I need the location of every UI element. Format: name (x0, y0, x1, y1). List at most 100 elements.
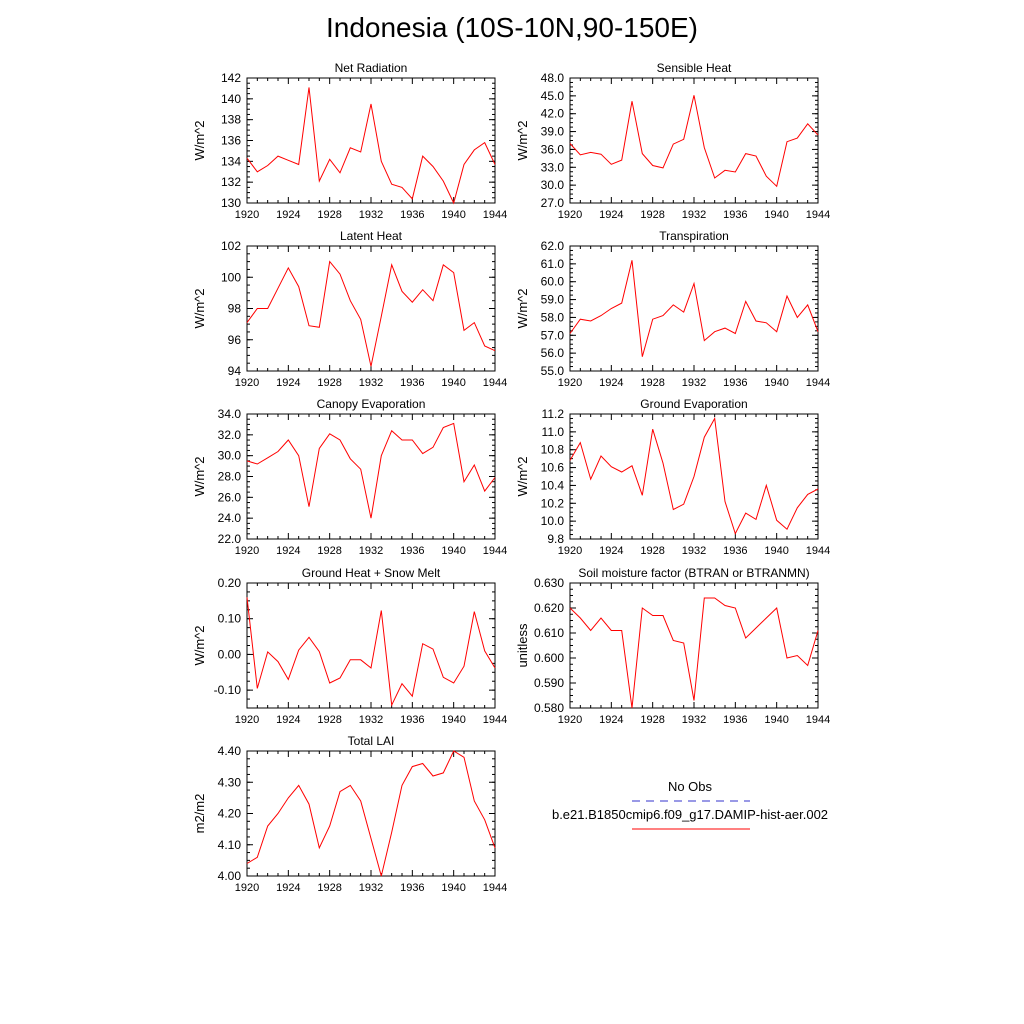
panel-3-y-axis-label: W/m^2 (192, 288, 207, 328)
panel-4-y-tick-label: 58.0 (541, 310, 565, 324)
panel-4-y-tick-label: 62.0 (541, 239, 565, 253)
panel-8-x-tick-label: 1920 (558, 714, 582, 726)
panel-6-y-tick-label: 10.8 (541, 443, 565, 457)
legend-obs-label: No Obs (667, 779, 713, 794)
panel-5-x-tick-label: 1940 (441, 545, 465, 557)
panel-4-y-tick-label: 61.0 (541, 257, 565, 271)
panel-4-y-tick-label: 59.0 (541, 293, 565, 307)
figure-title: Indonesia (10S-10N,90-150E) (325, 12, 698, 43)
panel-5-y-tick-label: 34.0 (218, 407, 242, 421)
panel-1-y-tick-label: 136 (221, 134, 241, 148)
panel-2-x-tick-label: 1944 (806, 209, 830, 221)
panel-6-series-line (569, 416, 819, 535)
panel-4-x-tick-label: 1936 (723, 377, 747, 389)
panel-2-y-tick-label: 42.0 (541, 107, 565, 121)
panel-6-y-tick-label: 10.0 (541, 514, 565, 528)
panel-4-y-tick-label: 57.0 (541, 328, 565, 342)
panel-9-x-tick-label: 1940 (441, 882, 465, 894)
panel-7-plot-frame (246, 582, 496, 709)
panel-1-y-tick-label: 132 (221, 175, 241, 189)
panel-1-y-tick-label: 140 (221, 92, 241, 106)
panel-9-y-tick-label: 4.40 (218, 744, 242, 758)
panel-6-x-tick-label: 1940 (764, 545, 788, 557)
panel-7-y-tick-label: 0.20 (218, 576, 242, 590)
panel-1-x-tick-label: 1944 (483, 209, 507, 221)
panel-2-series-line (569, 95, 819, 188)
panel-3-x-tick-label: 1924 (276, 377, 300, 389)
panel-4-y-axis-label: W/m^2 (515, 288, 530, 328)
panel-7-y-tick-label: -0.10 (214, 683, 242, 697)
panel-7-y-axis-label: W/m^2 (192, 625, 207, 665)
panel-3-y-tick-label: 94 (228, 364, 242, 378)
panel-7-x-tick-label: 1920 (235, 714, 259, 726)
panel-9-series-line (246, 750, 496, 877)
panel-9-y-tick-label: 4.30 (218, 775, 242, 789)
panel-1-y-tick-label: 138 (221, 113, 241, 127)
panel-3-y-tick-label: 96 (228, 333, 242, 347)
panel-5-x-tick-label: 1924 (276, 545, 300, 557)
panel-3-plot-frame (246, 245, 496, 372)
panel-5-y-tick-label: 30.0 (218, 449, 242, 463)
panel-6-y-tick-label: 10.4 (541, 478, 565, 492)
panel-7-series-line (246, 597, 496, 707)
panel-5-y-tick-label: 22.0 (218, 532, 242, 546)
panel-8-x-tick-label: 1940 (764, 714, 788, 726)
panel-8-y-tick-label: 0.600 (534, 651, 564, 665)
panel-3-x-tick-label: 1920 (235, 377, 259, 389)
panel-5-y-tick-label: 32.0 (218, 428, 242, 442)
panel-2-x-tick-label: 1932 (682, 209, 706, 221)
panel-3-y-tick-label: 98 (228, 302, 242, 316)
panel-3-y-tick-label: 100 (221, 270, 241, 284)
panel-8-series-line (569, 597, 819, 709)
panel-3-x-tick-label: 1940 (441, 377, 465, 389)
panel-6-y-tick-label: 11.2 (542, 407, 565, 421)
panel-6-y-tick-label: 9.8 (547, 532, 564, 546)
panel-1-y-tick-label: 142 (221, 71, 241, 85)
panel-4-x-tick-label: 1940 (764, 377, 788, 389)
panel-8-x-tick-label: 1932 (682, 714, 706, 726)
panel-5-title: Canopy Evaporation (317, 397, 426, 411)
panel-6-y-axis-label: W/m^2 (515, 456, 530, 496)
panel-2-y-tick-label: 36.0 (541, 142, 565, 156)
panel-2-y-tick-label: 27.0 (541, 196, 565, 210)
panel-6-title: Ground Evaporation (640, 397, 747, 411)
panel-6-x-tick-label: 1928 (640, 545, 664, 557)
panel-4-series-line (569, 260, 819, 357)
panel-7-x-tick-label: 1936 (400, 714, 424, 726)
panel-5-plot-frame (246, 413, 496, 540)
panel-2-y-tick-label: 48.0 (541, 71, 565, 85)
panel-8-y-tick-label: 0.620 (534, 601, 564, 615)
panel-1-x-tick-label: 1936 (400, 209, 424, 221)
panel-3-x-tick-label: 1944 (483, 377, 507, 389)
panel-8-y-tick-label: 0.610 (534, 626, 564, 640)
panel-9-x-tick-label: 1936 (400, 882, 424, 894)
panel-8-y-tick-label: 0.580 (534, 701, 564, 715)
panel-8-y-tick-label: 0.630 (534, 576, 564, 590)
panel-5-series-line (246, 422, 496, 519)
panel-6-x-tick-label: 1944 (806, 545, 830, 557)
panel-8-x-tick-label: 1936 (723, 714, 747, 726)
panel-6-x-tick-label: 1932 (682, 545, 706, 557)
panel-4-x-tick-label: 1928 (640, 377, 664, 389)
panel-6-x-tick-label: 1920 (558, 545, 582, 557)
panel-2-y-tick-label: 45.0 (541, 89, 565, 103)
panel-3-x-tick-label: 1932 (359, 377, 383, 389)
panel-2-x-tick-label: 1940 (764, 209, 788, 221)
panel-7-x-tick-label: 1928 (317, 714, 341, 726)
panel-2-y-axis-label: W/m^2 (515, 120, 530, 160)
legend-model-label: b.e21.B1850cmip6.f09_g17.DAMIP-hist-aer.… (551, 807, 829, 822)
panel-2-y-tick-label: 30.0 (541, 178, 565, 192)
panel-5-x-tick-label: 1944 (483, 545, 507, 557)
panel-6-y-tick-label: 11.0 (542, 425, 565, 439)
panel-7-x-tick-label: 1944 (483, 714, 507, 726)
panel-7-y-tick-label: 0.10 (218, 612, 242, 626)
panel-9-y-tick-label: 4.10 (218, 838, 242, 852)
panel-1-plot-frame (246, 77, 496, 204)
panel-1-y-tick-label: 130 (221, 196, 241, 210)
panel-5-x-tick-label: 1928 (317, 545, 341, 557)
panel-2-title: Sensible Heat (657, 61, 732, 75)
panel-8-plot-frame (569, 582, 819, 709)
panel-9-x-tick-label: 1924 (276, 882, 300, 894)
panel-2-y-tick-label: 33.0 (541, 160, 565, 174)
panel-5-x-tick-label: 1936 (400, 545, 424, 557)
